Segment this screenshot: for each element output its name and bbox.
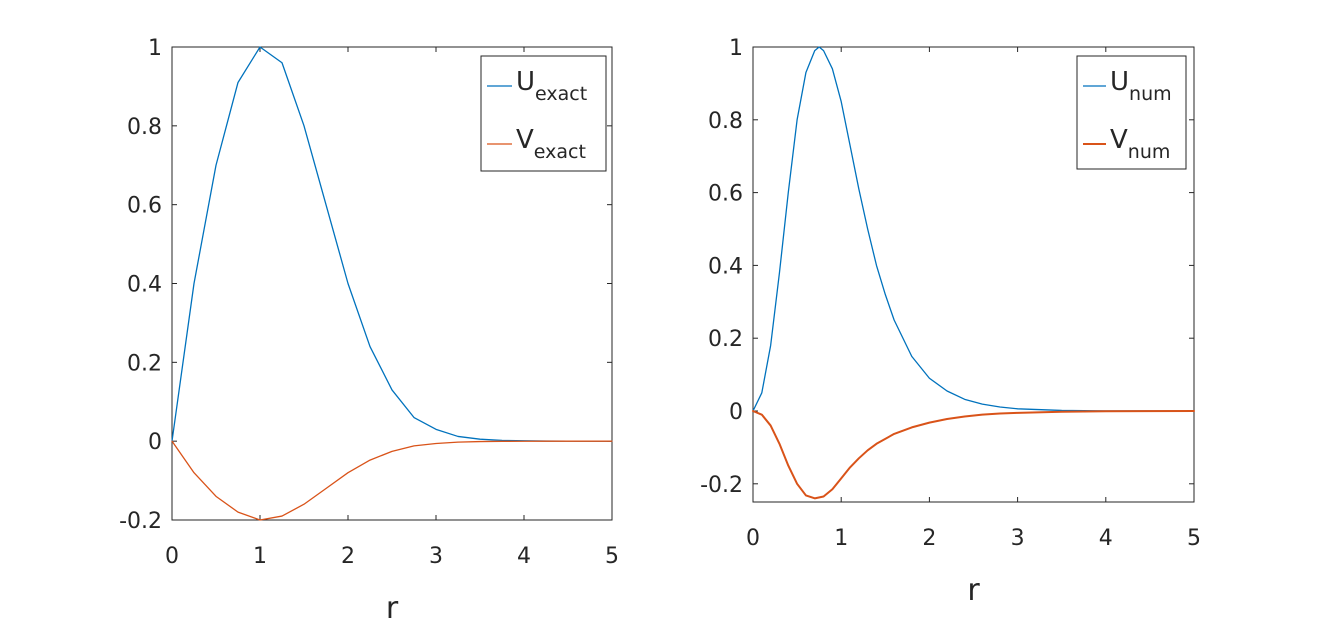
x-tick-label: 5 xyxy=(1187,526,1201,551)
legend-label-subscript: num xyxy=(1128,141,1171,163)
y-tick-label: 0.8 xyxy=(127,115,162,140)
y-tick-label: -0.2 xyxy=(700,473,743,498)
x-tick-label: 3 xyxy=(429,544,443,569)
series-line-v xyxy=(171,440,613,521)
legend-label-name: U xyxy=(516,67,535,97)
y-tick-label: 0.2 xyxy=(127,351,162,376)
legend-entry-u: Uexact xyxy=(516,67,587,105)
legend-entry-u: Unum xyxy=(1110,67,1172,105)
x-tick-label: 1 xyxy=(834,526,848,551)
legend-label-subscript: exact xyxy=(535,83,587,105)
series-line-u xyxy=(752,46,1195,412)
x-tick-label: 4 xyxy=(517,544,531,569)
x-axis-label: r xyxy=(386,591,399,626)
y-tick-label: -0.2 xyxy=(119,509,162,534)
series-line-v xyxy=(752,410,1195,500)
y-tick-label: 0 xyxy=(148,430,162,455)
y-tick-label: 0.4 xyxy=(127,273,162,298)
x-tick-label: 0 xyxy=(165,544,179,569)
x-tick-label: 3 xyxy=(1011,526,1025,551)
x-tick-label: 4 xyxy=(1099,526,1113,551)
y-tick-label: 0.6 xyxy=(127,194,162,219)
x-tick-label: 5 xyxy=(605,544,619,569)
x-tick-label: 0 xyxy=(746,526,760,551)
legend-entry-v: Vnum xyxy=(1110,125,1170,163)
legend-label-name: V xyxy=(516,125,534,155)
x-tick-label: 2 xyxy=(922,526,936,551)
y-tick-label: 0.2 xyxy=(708,327,743,352)
legend-label-name: U xyxy=(1110,67,1129,97)
y-tick-label: 0.8 xyxy=(708,109,743,134)
legend-label-subscript: exact xyxy=(534,141,586,163)
y-tick-label: 1 xyxy=(148,36,162,61)
legend-entry-v: Vexact xyxy=(516,125,586,163)
legend-label-name: V xyxy=(1110,125,1128,155)
y-tick-label: 0 xyxy=(729,400,743,425)
y-tick-label: 0.6 xyxy=(708,182,743,207)
plot-area-box xyxy=(752,46,1195,503)
x-tick-label: 1 xyxy=(253,544,267,569)
x-tick-label: 2 xyxy=(341,544,355,569)
x-axis-label: r xyxy=(967,573,980,608)
legend-label-subscript: num xyxy=(1129,83,1172,105)
legend-box xyxy=(480,55,607,172)
legend-box xyxy=(1076,55,1187,170)
y-tick-label: 1 xyxy=(729,36,743,61)
y-tick-label: 0.4 xyxy=(708,254,743,279)
